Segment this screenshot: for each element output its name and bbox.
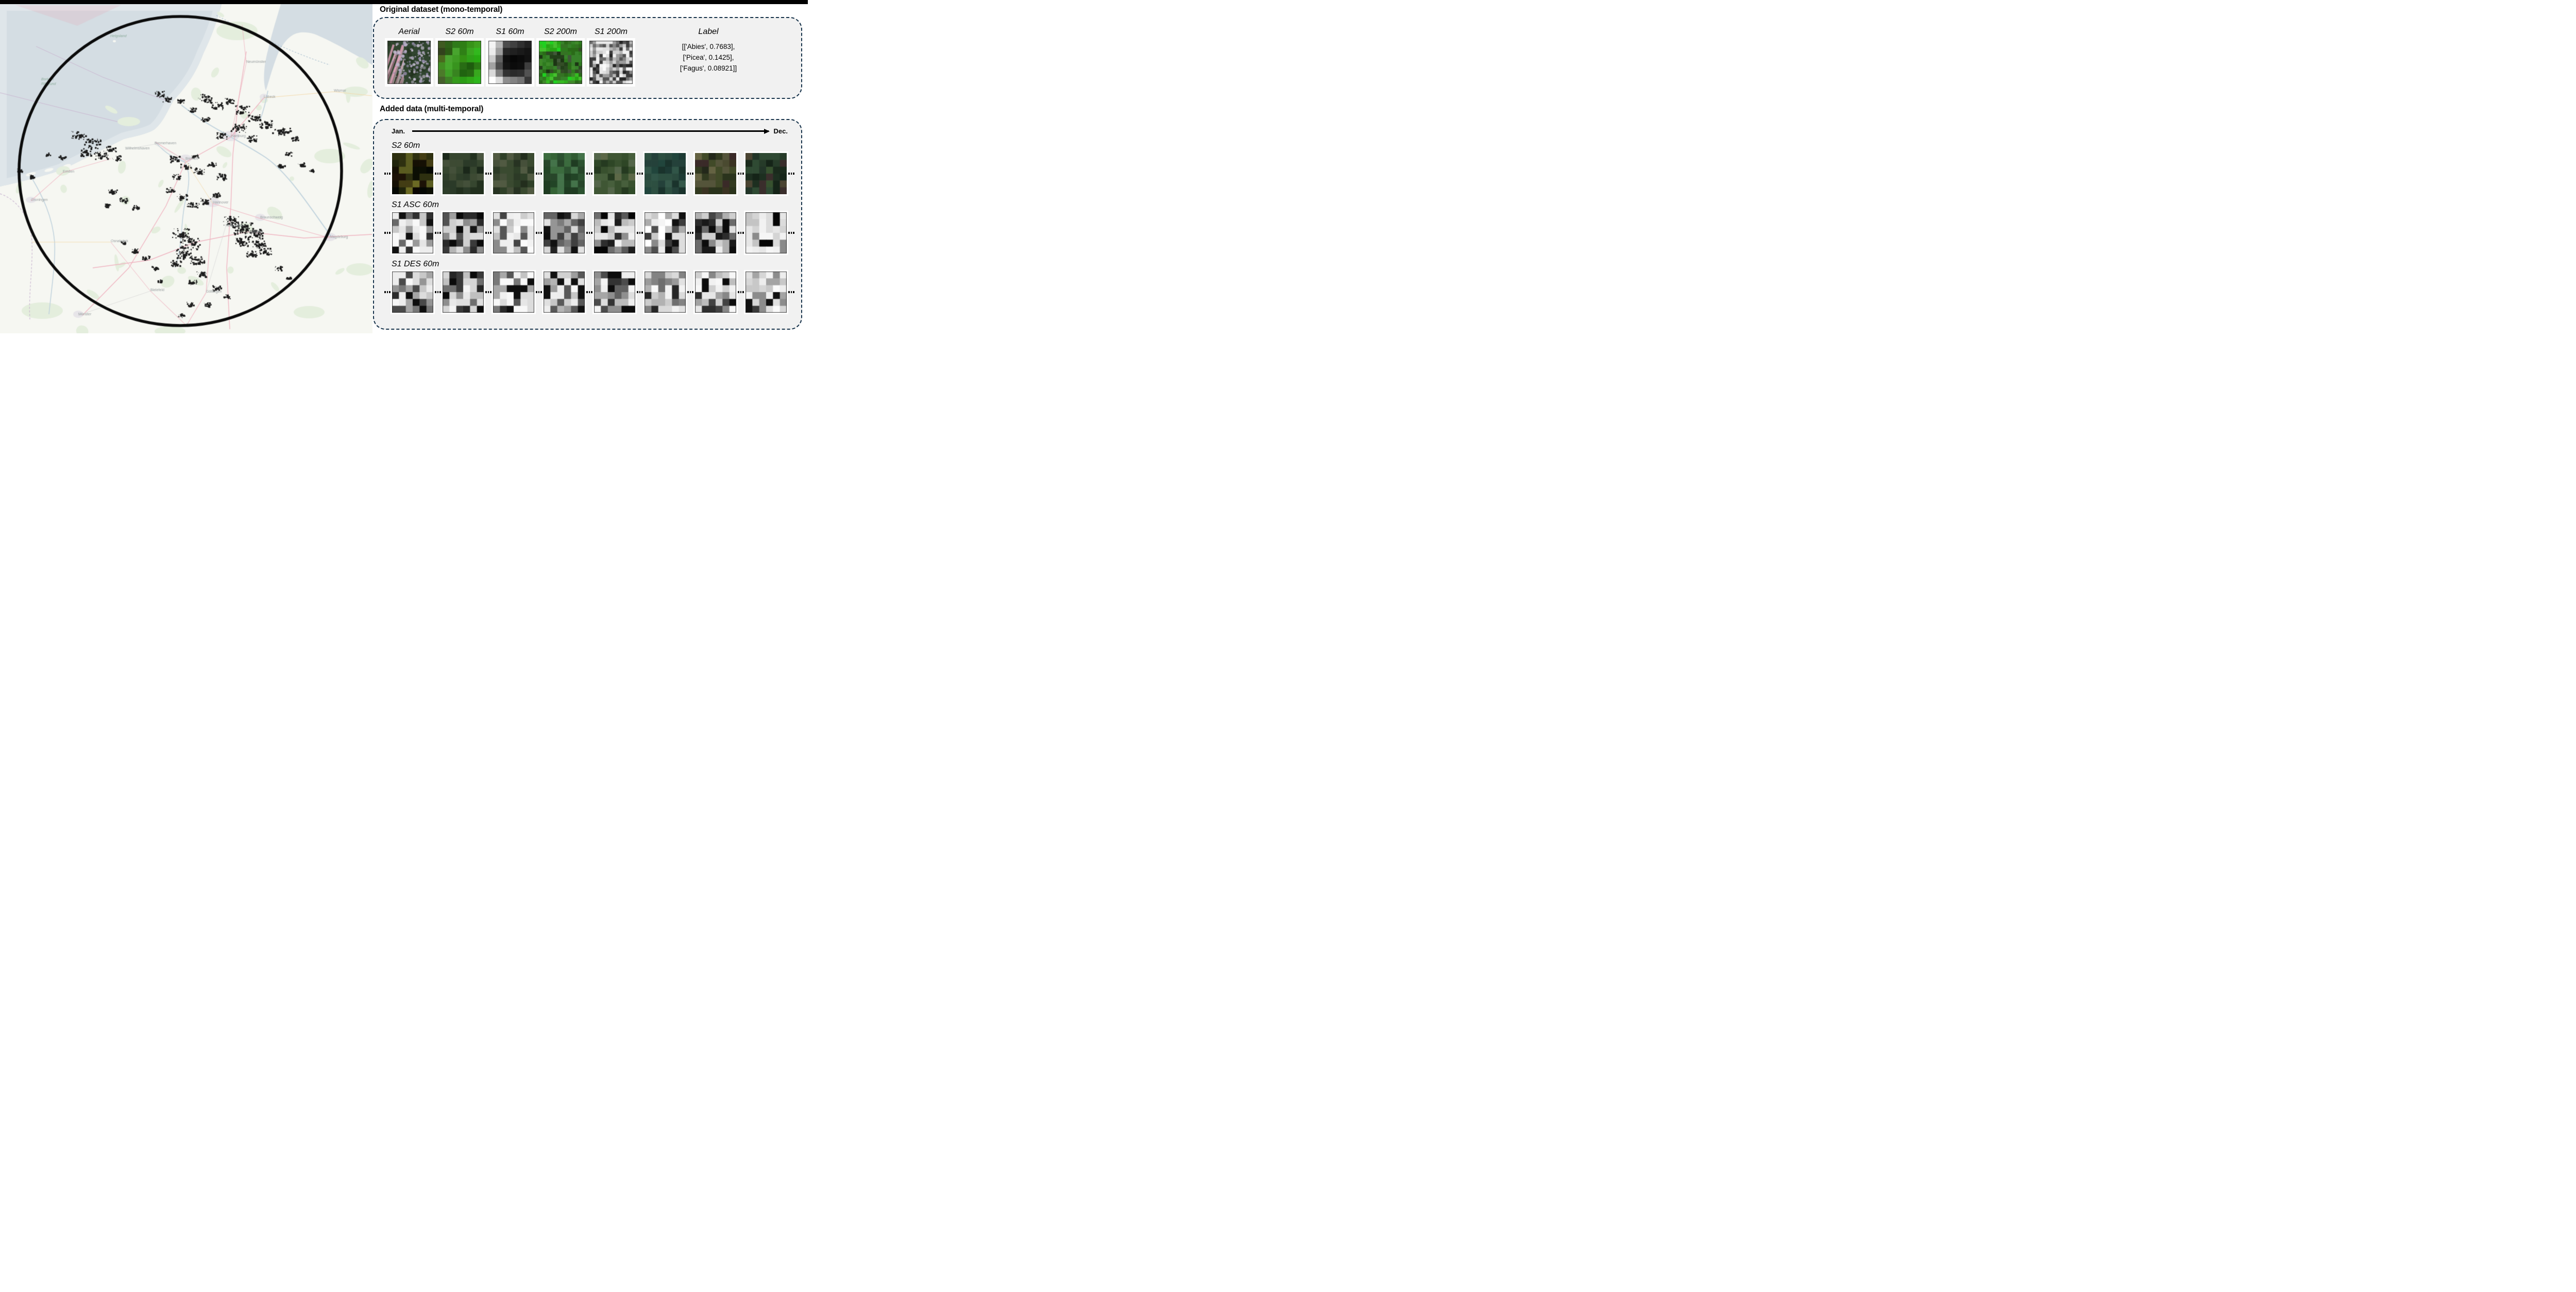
label-column: Label [['Abies', 0.7683], ['Picea', 0.1425… (639, 26, 777, 74)
patch-image (592, 270, 637, 314)
patch-image (536, 38, 585, 87)
mono-temporal-samples: Aerial S2 60m S1 60m S2 200m S1 200m Label [['… (374, 18, 801, 89)
label-text: [['Abies', 0.7683], ['Picea', 0.1425], ['F… (680, 43, 737, 72)
patch-image (391, 270, 435, 314)
patch-image (492, 211, 536, 255)
sequence-row-label: S1 DES 60m (392, 260, 439, 268)
patch-image (744, 270, 788, 314)
ellipsis-separator (384, 291, 391, 293)
ellipsis-separator (435, 173, 442, 175)
timeline-arrow-icon (412, 130, 769, 132)
ellipsis-separator (687, 232, 694, 234)
patch-image (542, 270, 586, 314)
ellipsis-separator (687, 291, 694, 293)
patch-image (385, 38, 433, 87)
original-dataset-panel: Aerial S2 60m S1 60m S2 200m S1 200m Label [['… (373, 17, 802, 99)
ellipsis-separator (637, 173, 643, 175)
patch-image (542, 211, 586, 255)
patch-image (643, 151, 687, 196)
ellipsis-separator (738, 232, 744, 234)
ellipsis-separator (485, 232, 492, 234)
ellipsis-separator (586, 173, 593, 175)
ellipsis-separator (384, 173, 391, 175)
sequence-row-images (374, 211, 801, 255)
sequence-row-images (374, 270, 801, 314)
ellipsis-separator (384, 232, 391, 234)
patch-image (592, 211, 637, 255)
ellipsis-separator (536, 232, 543, 234)
ellipsis-separator (586, 291, 593, 293)
patch-image (486, 38, 534, 87)
timeline-end-label: Dec. (773, 127, 788, 135)
mono-sample-label: S2 60m (445, 27, 474, 36)
mono-sample-s1_200_mono: S1 200m (587, 26, 635, 89)
patch-image (441, 270, 485, 314)
label-column-header: Label (698, 27, 719, 36)
added-data-title: Added data (multi-temporal) (380, 105, 484, 113)
ellipsis-separator (788, 232, 795, 234)
timeline: Jan. Dec. (392, 127, 788, 135)
ellipsis-separator (738, 173, 744, 175)
ellipsis-separator (687, 173, 694, 175)
mono-sample-s2_200_mono: S2 200m (536, 26, 585, 89)
sequence-row-images (374, 151, 801, 196)
ellipsis-separator (435, 232, 442, 234)
patch-image (441, 211, 485, 255)
patch-image (587, 38, 635, 87)
ellipsis-separator (788, 291, 795, 293)
ellipsis-separator (637, 232, 643, 234)
patch-image (542, 151, 586, 196)
patch-image (693, 270, 738, 314)
patch-image (492, 270, 536, 314)
top-black-bar (0, 0, 808, 4)
mono-sample-label: S1 60m (496, 27, 524, 36)
patch-image (441, 151, 485, 196)
sequence-row-label: S2 60m (392, 141, 420, 150)
mono-sample-label: Aerial (398, 27, 420, 36)
timeline-start-label: Jan. (392, 127, 405, 135)
mono-sample-s1_60_mono: S1 60m (486, 26, 534, 89)
patch-image (435, 38, 484, 87)
patch-image (391, 211, 435, 255)
mono-sample-aerial: Aerial (385, 26, 433, 89)
multi-temporal-rows: S2 60m S1 ASC 60m S1 DES 60m (374, 141, 801, 314)
added-data-panel: Jan. Dec. S2 60m S1 ASC 60m S1 DES 60m (373, 119, 802, 330)
mono-sample-s2_60_mono: S2 60m (435, 26, 484, 89)
patch-image (744, 151, 788, 196)
mono-sample-label: S1 200m (594, 27, 628, 36)
ellipsis-separator (435, 291, 442, 293)
sequence-row-label: S1 ASC 60m (392, 200, 439, 209)
ellipsis-separator (637, 291, 643, 293)
patch-image (693, 151, 738, 196)
patch-image (592, 151, 637, 196)
ellipsis-separator (788, 173, 795, 175)
ellipsis-separator (485, 291, 492, 293)
ellipsis-separator (738, 291, 744, 293)
ellipsis-separator (536, 291, 543, 293)
patch-image (744, 211, 788, 255)
patch-image (643, 270, 687, 314)
patch-image (492, 151, 536, 196)
mono-sample-label: S2 200m (544, 27, 578, 36)
figure-root: Original dataset (mono-temporal) Aerial S… (0, 0, 808, 333)
patch-image (391, 151, 435, 196)
ellipsis-separator (586, 232, 593, 234)
original-dataset-title: Original dataset (mono-temporal) (380, 5, 503, 14)
patch-image (693, 211, 738, 255)
ellipsis-separator (485, 173, 492, 175)
ellipsis-separator (536, 173, 543, 175)
patch-image (643, 211, 687, 255)
region-map (0, 4, 372, 333)
